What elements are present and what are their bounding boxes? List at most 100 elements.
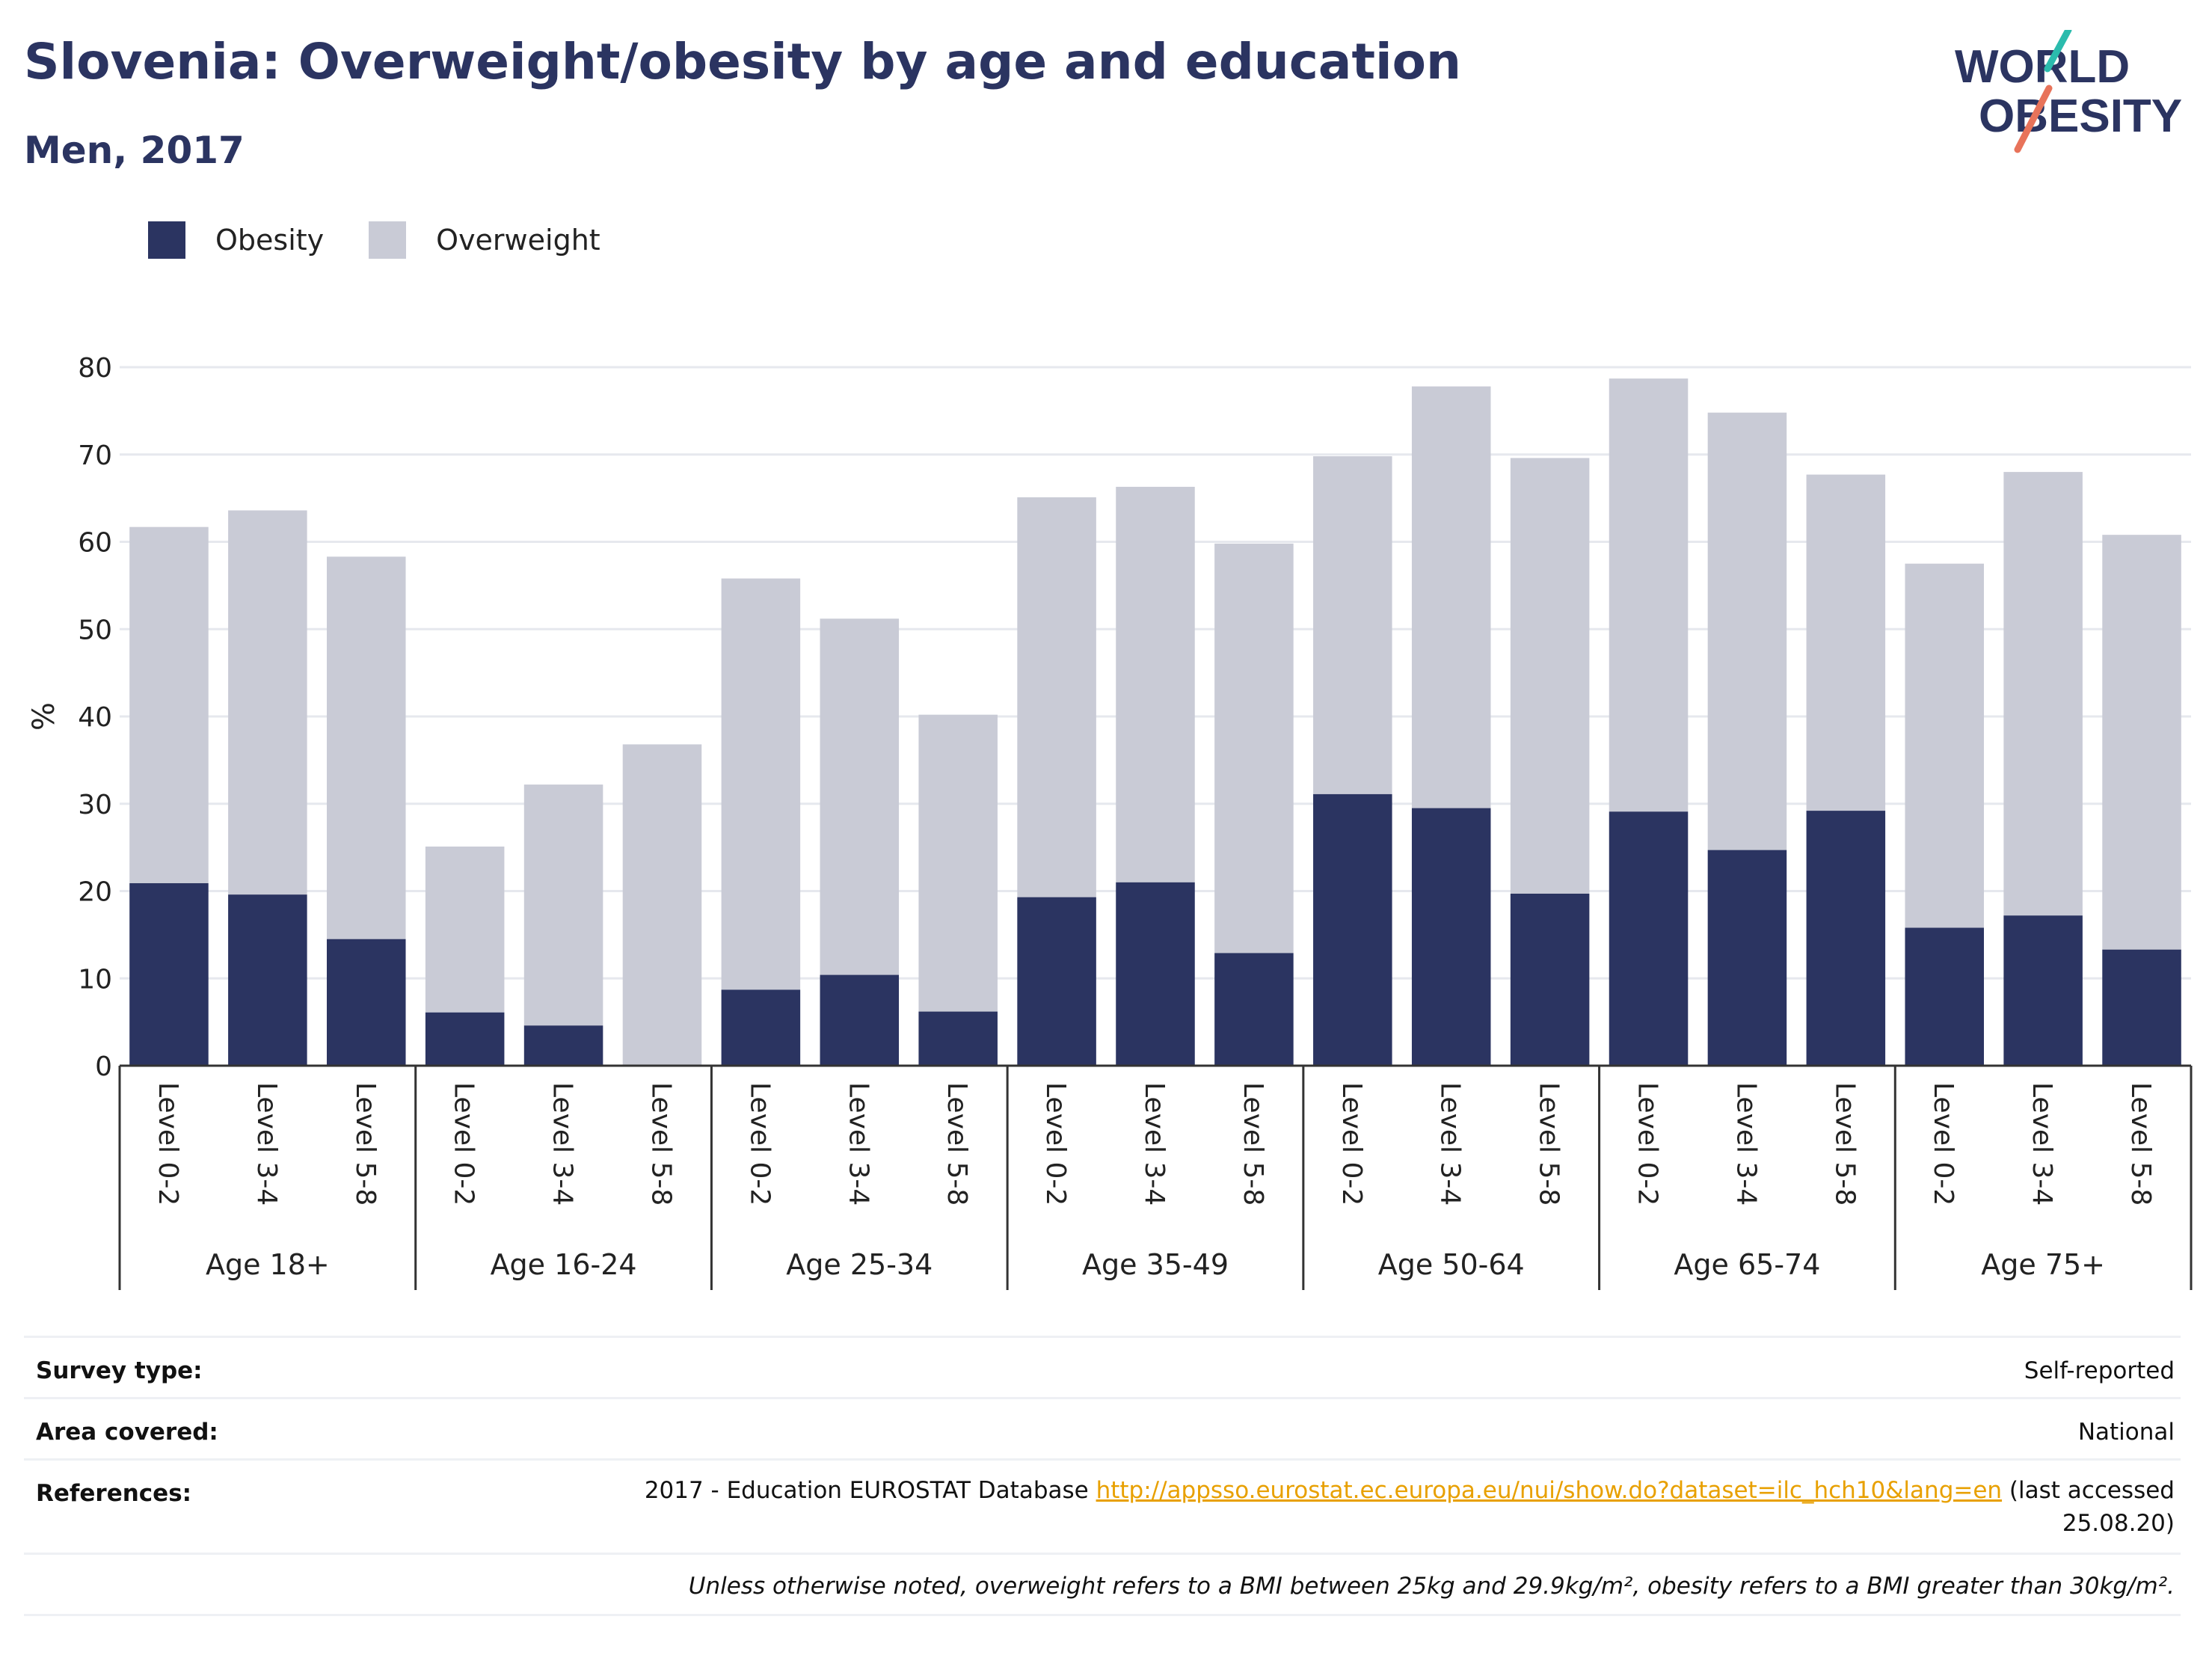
x-tick-label: Level 5-8 xyxy=(645,1082,676,1206)
x-tick-label: Level 5-8 xyxy=(1534,1082,1564,1206)
bar-overweight xyxy=(523,784,603,1026)
x-tick-label: Level 5-8 xyxy=(2125,1082,2156,1206)
bar-obesity xyxy=(1609,811,1689,1066)
x-tick-label: Level 0-2 xyxy=(1336,1082,1367,1206)
logo-slash-coral xyxy=(2014,85,2053,153)
x-tick-label: Level 0-2 xyxy=(1928,1082,1958,1206)
x-tick-label: Level 5-8 xyxy=(1238,1082,1268,1206)
x-tick-label: Level 5-8 xyxy=(350,1082,381,1206)
bar-obesity xyxy=(1116,882,1195,1066)
bar-overweight xyxy=(1116,486,1195,882)
legend-swatch-overweight xyxy=(369,221,407,259)
bar-overweight xyxy=(918,714,998,1012)
group-label: Age 18+ xyxy=(206,1248,330,1281)
bar-obesity xyxy=(721,989,801,1066)
y-tick-label: 70 xyxy=(78,440,112,471)
bar-overweight xyxy=(2003,472,2083,916)
group-label: Age 50-64 xyxy=(1378,1248,1525,1281)
bar-obesity xyxy=(820,974,900,1066)
bar-overweight xyxy=(622,744,702,1066)
references-label: References: xyxy=(36,1480,192,1507)
bar-overweight xyxy=(1313,456,1392,794)
bar-overweight xyxy=(1806,474,1886,811)
bar-overweight xyxy=(820,618,900,975)
legend-item-overweight: Overweight xyxy=(369,221,600,259)
references-prefix: 2017 - Education EUROSTAT Database xyxy=(644,1477,1096,1504)
bar-obesity xyxy=(129,882,209,1066)
bar-obesity xyxy=(1017,897,1096,1066)
references-link[interactable]: http://appsso.eurostat.ec.europa.eu/nui/… xyxy=(1096,1477,2003,1504)
bar-overweight xyxy=(2102,535,2181,950)
y-tick-label: 60 xyxy=(78,528,112,559)
references-value: 2017 - Education EUROSTAT Database http:… xyxy=(529,1474,2175,1540)
bar-overweight xyxy=(327,556,406,939)
y-tick-label: 10 xyxy=(78,964,112,995)
bar-obesity xyxy=(1313,793,1392,1066)
x-tick-label: Level 3-4 xyxy=(1139,1082,1170,1206)
x-tick-label: Level 3-4 xyxy=(1435,1082,1466,1206)
y-tick-label: 0 xyxy=(95,1051,112,1082)
bar-obesity xyxy=(2102,949,2181,1066)
survey-type-value: Self-reported xyxy=(2024,1357,2175,1384)
references-date: 25.08.20) xyxy=(2062,1510,2175,1537)
logo-word-world: WORLD xyxy=(1955,41,2130,93)
page-subtitle: Men, 2017 xyxy=(24,129,245,172)
x-tick-label: Level 0-2 xyxy=(449,1082,479,1206)
bar-overweight xyxy=(129,526,209,883)
bar-obesity xyxy=(1411,808,1491,1066)
y-tick-label: 20 xyxy=(78,877,112,908)
y-tick-label: 50 xyxy=(78,615,112,645)
x-tick-label: Level 3-4 xyxy=(251,1082,282,1206)
x-tick-label: Level 5-8 xyxy=(941,1082,972,1206)
bar-overweight xyxy=(721,578,801,990)
bar-obesity xyxy=(327,939,406,1066)
x-tick-label: Level 0-2 xyxy=(1040,1082,1071,1206)
group-label: Age 75+ xyxy=(1981,1248,2105,1281)
bar-obesity xyxy=(425,1012,505,1066)
legend-label-overweight: Overweight xyxy=(436,224,600,257)
info-row-area: Area covered: National xyxy=(24,1397,2181,1461)
bar-overweight xyxy=(1905,563,1984,928)
world-obesity-logo: WORLD OBESITY xyxy=(1955,30,2182,153)
bmi-definition-note: Unless otherwise noted, overweight refer… xyxy=(688,1573,2175,1600)
logo-word-obesity: OBESITY xyxy=(1979,90,2182,142)
bar-obesity xyxy=(1707,850,1787,1066)
x-tick-label: Level 0-2 xyxy=(153,1082,183,1206)
y-axis-label: % xyxy=(27,702,61,731)
group-label: Age 16-24 xyxy=(491,1248,637,1281)
group-label: Age 35-49 xyxy=(1082,1248,1229,1281)
bar-obesity xyxy=(1806,811,1886,1066)
legend-item-obesity: Obesity xyxy=(148,221,324,259)
info-row-references: References: 2017 - Education EUROSTAT Da… xyxy=(24,1458,2181,1555)
y-tick-label: 40 xyxy=(78,702,112,733)
chart-legend: Obesity Overweight xyxy=(148,221,645,259)
bar-overweight xyxy=(1609,378,1689,812)
bar-obesity xyxy=(918,1011,998,1066)
stacked-bar-chart: 0 10 20 30 40 50 60 70 80% Level 0-2 Level 3-4 Leve… xyxy=(27,353,2193,1290)
bar-overweight xyxy=(1214,543,1294,954)
references-suffix: (last accessed xyxy=(2002,1477,2175,1504)
x-tick-label: Level 3-4 xyxy=(547,1082,578,1206)
x-tick-label: Level 3-4 xyxy=(2027,1082,2057,1206)
info-row-note: Unless otherwise noted, overweight refer… xyxy=(24,1553,2181,1616)
bar-overweight xyxy=(228,510,307,895)
survey-type-label: Survey type: xyxy=(36,1357,203,1384)
x-tick-label: Level 0-2 xyxy=(1632,1082,1663,1206)
bar-obesity xyxy=(1214,953,1294,1066)
bar-obesity xyxy=(523,1025,603,1066)
logo-slash-teal xyxy=(2044,30,2072,73)
page-title: Slovenia: Overweight/obesity by age and … xyxy=(24,33,1461,90)
bar-obesity xyxy=(2003,915,2083,1066)
x-tick-label: Level 3-4 xyxy=(843,1082,873,1206)
legend-label-obesity: Obesity xyxy=(215,224,325,257)
area-covered-label: Area covered: xyxy=(36,1419,218,1446)
bar-obesity xyxy=(1905,927,1984,1066)
y-tick-label: 30 xyxy=(78,790,112,820)
bar-overweight xyxy=(425,846,505,1013)
info-divider-bottom xyxy=(24,1614,2181,1616)
bar-overweight xyxy=(1017,497,1096,897)
x-tick-label: Level 5-8 xyxy=(1829,1082,1860,1206)
bar-overweight xyxy=(1411,386,1491,808)
x-tick-label: Level 3-4 xyxy=(1730,1082,1761,1206)
group-label: Age 65-74 xyxy=(1674,1248,1820,1281)
